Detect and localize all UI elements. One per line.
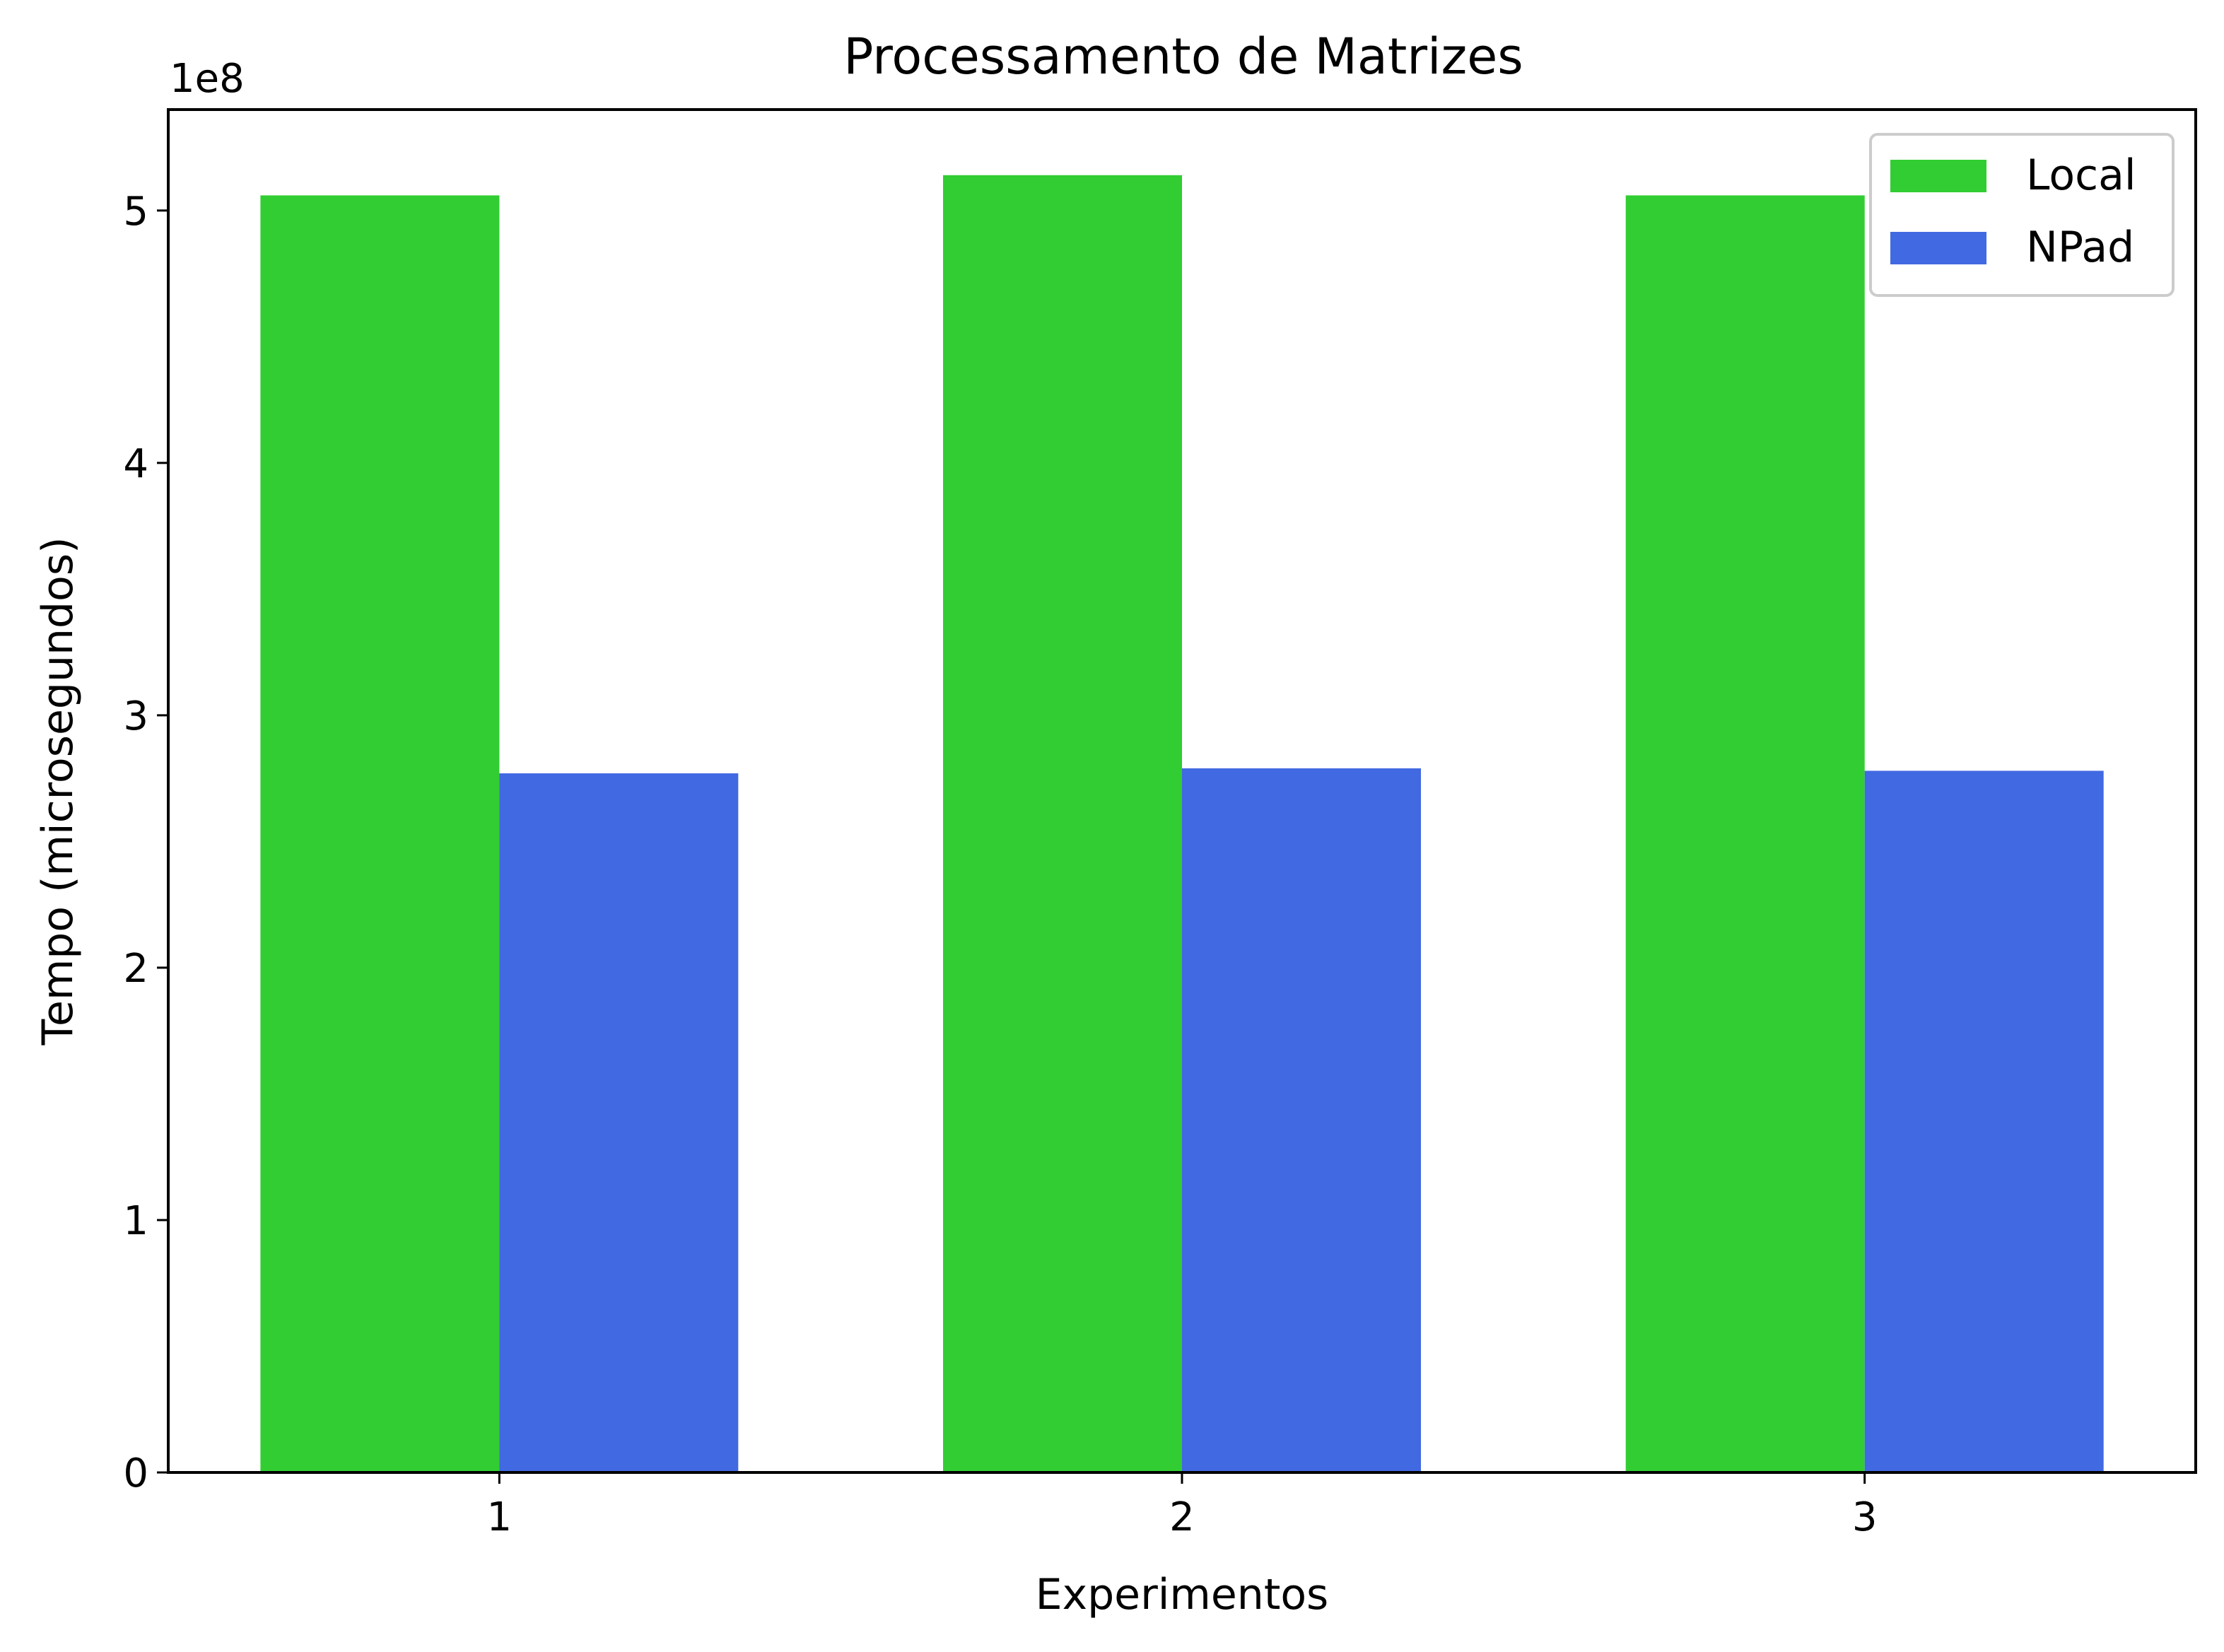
y-tick-label: 5 [123, 189, 148, 235]
bar-npad-2 [1182, 768, 1421, 1472]
y-tick-label: 3 [123, 693, 148, 739]
legend-swatch-npad [1890, 232, 1986, 264]
y-axis-ticks: 0 1 2 3 4 5 [123, 189, 168, 1496]
x-axis-label: Experimentos [1036, 1570, 1329, 1619]
legend: Local NPad [1869, 133, 2175, 297]
y-tick-label: 0 [123, 1451, 148, 1496]
plot-frame [167, 108, 2197, 1474]
x-tick-label: 3 [1852, 1494, 1878, 1540]
legend-label-npad: NPad [2026, 223, 2134, 272]
bar-npad-1 [499, 773, 739, 1472]
bars-layer [260, 175, 2104, 1472]
x-tick-label: 2 [1169, 1494, 1195, 1540]
legend-label-local: Local [2026, 151, 2136, 200]
bar-npad-3 [1864, 771, 2104, 1472]
bar-local-2 [943, 175, 1182, 1472]
x-axis-ticks: 1 2 3 [487, 1472, 1878, 1540]
chart-title: Processamento de Matrizes [843, 28, 1523, 86]
legend-swatch-local [1890, 160, 1986, 192]
y-axis-label: Tempo (microsegundos) [33, 537, 83, 1045]
bar-local-3 [1625, 195, 1865, 1472]
y-tick-label: 1 [123, 1198, 148, 1244]
y-tick-label: 2 [123, 946, 148, 992]
y-offset-label: 1e8 [170, 56, 245, 102]
bar-local-1 [260, 195, 500, 1472]
y-tick-label: 4 [123, 441, 148, 487]
x-tick-label: 1 [487, 1494, 513, 1540]
